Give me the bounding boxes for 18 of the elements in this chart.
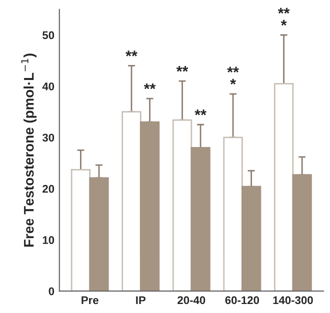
x-tick-label: IP [136, 296, 146, 304]
y-axis-title: Free Testosterone (pmol·L$^{−1}$) [21, 54, 36, 247]
y-tick-label: 40 [42, 82, 54, 90]
y-tick-label: 20 [42, 184, 54, 193]
x-tick-label: 20-40 [178, 296, 206, 304]
y-tick-label: 50 [42, 31, 54, 40]
x-tick-label: Pre [82, 296, 98, 304]
x-tick-label: 140-300 [273, 296, 313, 304]
annotation: ** [176, 66, 188, 72]
x-tick-label: 60-120 [225, 296, 260, 304]
annotation: ** [126, 50, 138, 56]
y-tick-label: 30 [42, 134, 54, 142]
annotation: ** [194, 110, 206, 116]
y-tick-label: 0 [48, 287, 54, 296]
annotation: ** [144, 83, 156, 90]
annotation: ** * [278, 8, 290, 26]
annotation: ** * [227, 66, 239, 85]
y-tick-label: 10 [42, 236, 54, 244]
